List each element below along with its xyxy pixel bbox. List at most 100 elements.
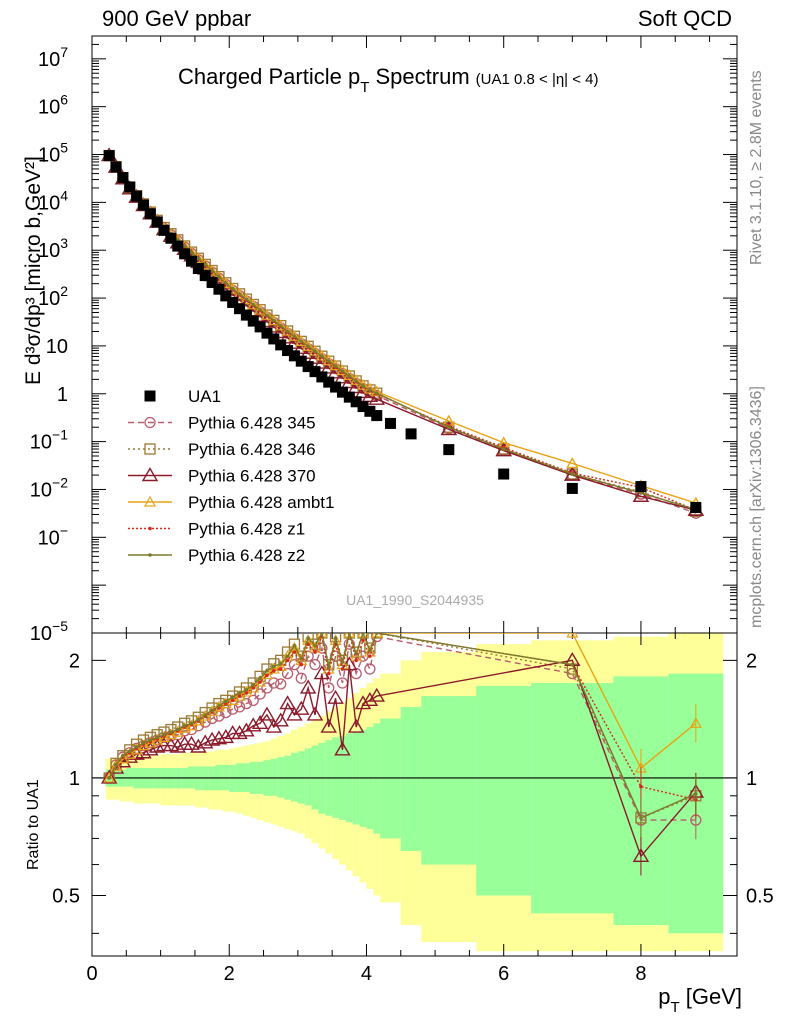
- ratio-marker: [230, 695, 235, 699]
- series-marker: [368, 390, 385, 405]
- data-point: [261, 327, 273, 339]
- ratio-marker: [182, 723, 187, 728]
- top-y-tick-label: 10−1: [30, 427, 68, 454]
- ratio-marker: [354, 658, 358, 663]
- ratio-band-inner: [270, 758, 278, 796]
- data-point: [227, 296, 239, 308]
- ratio-marker: [148, 738, 166, 753]
- series-marker: [254, 303, 267, 315]
- bottom-y-tick-label: 1: [69, 768, 80, 790]
- x-tick-label: 6: [498, 963, 509, 985]
- data-point: [124, 181, 136, 193]
- series-marker: [203, 262, 208, 267]
- series-marker: [272, 318, 276, 323]
- series-marker: [370, 385, 383, 397]
- series-marker: [219, 277, 232, 288]
- series-marker: [354, 383, 372, 399]
- ratio-band-inner: [476, 685, 532, 896]
- ratio-marker: [240, 697, 253, 710]
- ratio-marker: [175, 727, 180, 732]
- series-marker: [632, 487, 650, 502]
- ratio-marker: [285, 654, 290, 658]
- top-y-tick-label: 10−: [38, 522, 68, 549]
- bottom-y-tick-label-right: 2: [746, 650, 757, 672]
- ratio-marker: [285, 658, 290, 663]
- series-marker: [326, 359, 331, 363]
- ratio-marker: [121, 753, 125, 758]
- series-marker: [212, 270, 225, 282]
- ratio-series: [100, 633, 705, 876]
- ratio-marker: [169, 738, 186, 753]
- series-marker: [566, 457, 579, 469]
- legend: UA1 Pythia 6.428 345 Pythia 6.428 346 Pythi…: [128, 387, 334, 565]
- ratio-marker: [299, 679, 317, 694]
- ratio-marker: [141, 741, 146, 745]
- ratio-marker: [306, 642, 310, 646]
- series-marker: [210, 268, 214, 273]
- ratio-marker: [265, 669, 269, 673]
- ratio-marker: [107, 776, 111, 780]
- ratio-marker: [292, 643, 297, 648]
- ratio-marker: [306, 706, 324, 721]
- series-line: [108, 155, 697, 514]
- ratio-marker: [313, 650, 317, 654]
- ratio-marker: [354, 695, 372, 710]
- series-marker: [333, 364, 338, 368]
- ratio-marker: [127, 749, 132, 754]
- ratio-marker: [237, 691, 242, 695]
- ratio-marker: [217, 703, 221, 708]
- data-point: [498, 468, 510, 480]
- top-y-tick-label: 103: [38, 235, 68, 262]
- ratio-marker: [343, 638, 355, 650]
- ratio-marker: [258, 706, 276, 721]
- chart-title: Charged Particle pT Spectrum (UA1 0.8 < |…: [178, 64, 599, 96]
- ratio-marker: [309, 658, 321, 671]
- top-frame: [91, 35, 738, 634]
- legend-marker: [144, 443, 156, 455]
- ratio-marker: [292, 650, 297, 654]
- series-marker: [285, 329, 290, 333]
- series-marker: [570, 472, 575, 476]
- series-marker: [278, 323, 283, 328]
- ratio-bands: [92, 633, 737, 952]
- data-point: [179, 248, 191, 260]
- ratio-marker: [210, 708, 214, 713]
- ratio-marker: [196, 734, 214, 749]
- ratio-marker: [333, 636, 338, 640]
- ratio-marker: [233, 701, 246, 713]
- ratio-marker: [371, 633, 383, 639]
- data-point: [172, 240, 184, 252]
- ratio-marker: [347, 633, 352, 635]
- ratio-marker: [278, 661, 283, 666]
- bottom-y-tick-label-right: 1: [746, 768, 757, 790]
- data-point: [405, 428, 417, 440]
- axis-ticks: 0 2 4 6 810−510−10−210−111010210310410510610…: [30, 35, 774, 985]
- series-marker: [251, 302, 256, 307]
- data-point: [268, 333, 280, 345]
- series-marker: [347, 374, 352, 378]
- series-marker: [224, 281, 228, 285]
- data-point: [309, 366, 321, 378]
- ratio-band-inner: [304, 748, 312, 806]
- data-point: [275, 339, 287, 351]
- data-point: [185, 255, 197, 267]
- ratio-line: [108, 659, 697, 858]
- data-point: [254, 321, 266, 333]
- series-marker: [237, 292, 242, 296]
- series-marker: [196, 256, 201, 261]
- data-point: [384, 417, 396, 429]
- ratio-marker: [254, 688, 266, 700]
- ratio-marker: [320, 633, 324, 635]
- series-marker: [244, 297, 249, 302]
- series-marker: [217, 275, 221, 279]
- data-point: [302, 361, 314, 373]
- bottom-y-tick-label: 2: [69, 650, 80, 672]
- ratio-marker: [361, 638, 365, 643]
- series-marker: [447, 425, 451, 430]
- top-y-tick-label: 106: [38, 92, 68, 119]
- ratio-marker: [313, 643, 317, 648]
- ratio-band-inner: [421, 696, 477, 865]
- series-marker: [258, 308, 262, 312]
- ratio-marker: [238, 722, 255, 737]
- ratio-marker: [196, 717, 201, 722]
